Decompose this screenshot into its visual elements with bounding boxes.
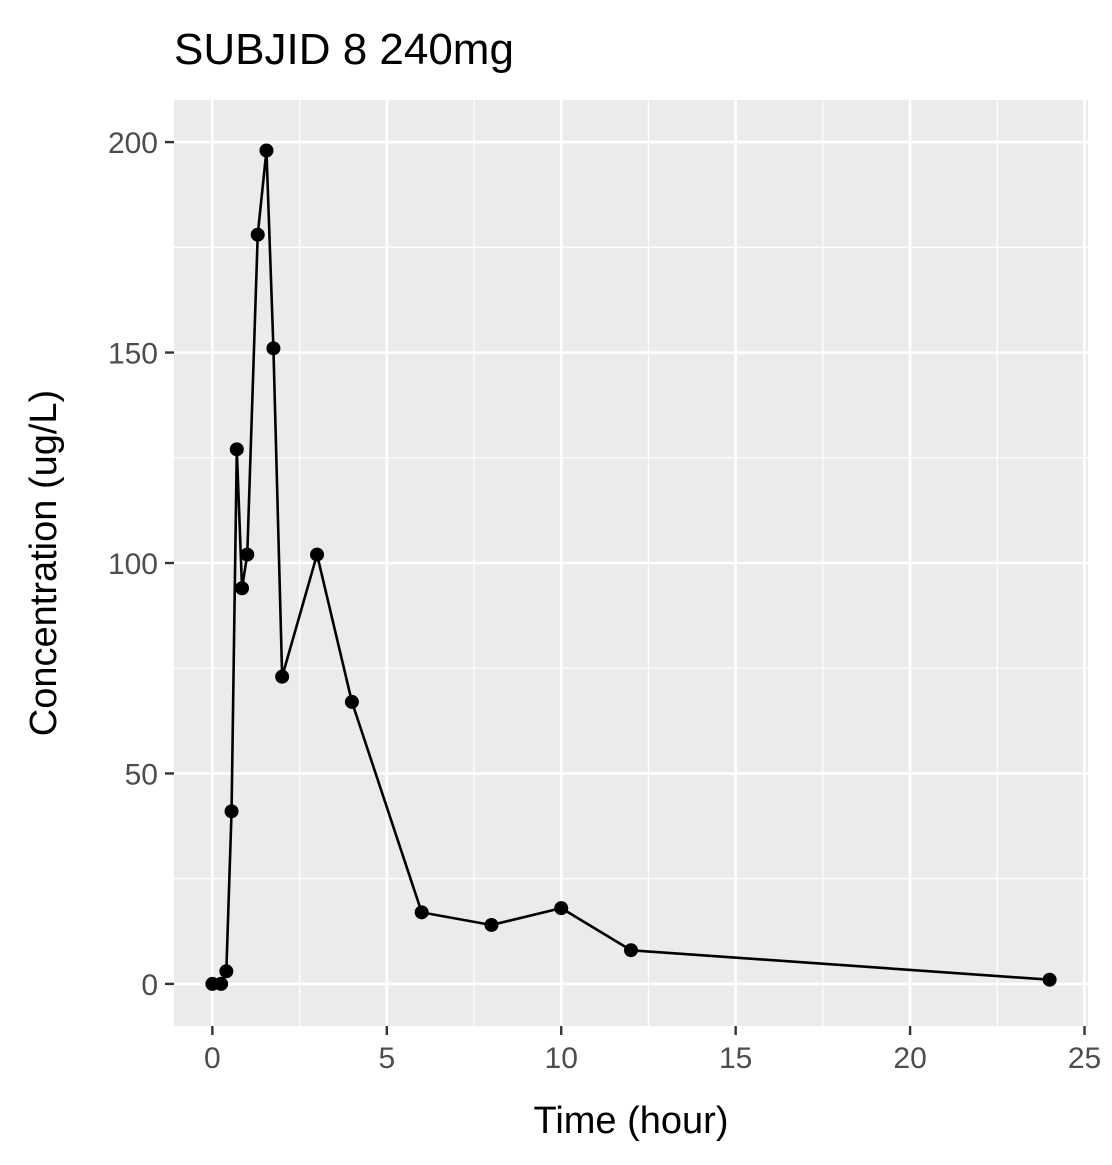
data-point	[224, 804, 239, 819]
data-point	[266, 341, 281, 356]
axis-ticks	[165, 140, 1086, 1035]
data-point	[484, 917, 499, 932]
data-point	[250, 227, 265, 242]
data-point	[240, 547, 255, 562]
y-tick-label: 100	[108, 548, 158, 581]
chart-title: SUBJID 8 240mg	[174, 25, 514, 74]
data-point	[259, 143, 274, 158]
y-axis-title: Concentration (ug/L)	[23, 390, 65, 736]
y-tick-label: 200	[108, 127, 158, 160]
data-point	[214, 976, 229, 991]
data-point	[229, 442, 244, 457]
data-point	[1042, 972, 1057, 987]
y-tick-label: 0	[141, 969, 158, 1002]
data-point	[344, 694, 359, 709]
data-point	[219, 964, 234, 979]
x-tick-label: 0	[204, 1042, 221, 1075]
x-tick-label: 20	[893, 1042, 926, 1075]
tick-labels: 0 5 10 15 20 25 0 50 100 150 200	[108, 127, 1101, 1075]
x-tick-label: 5	[378, 1042, 395, 1075]
y-tick-label: 50	[125, 758, 158, 791]
data-point	[235, 581, 250, 596]
data-point	[275, 669, 290, 684]
grid-lines	[174, 100, 1088, 1026]
data-point	[554, 901, 569, 916]
x-tick-label: 10	[545, 1042, 578, 1075]
series-layer	[205, 143, 1057, 991]
y-tick-label: 150	[108, 338, 158, 371]
x-axis-title: Time (hour)	[534, 1100, 729, 1142]
x-tick-label: 15	[719, 1042, 752, 1075]
x-tick-label: 25	[1068, 1042, 1101, 1075]
series-line	[212, 149, 1050, 986]
data-point	[414, 905, 429, 920]
data-point	[624, 943, 638, 958]
data-point	[310, 547, 325, 562]
